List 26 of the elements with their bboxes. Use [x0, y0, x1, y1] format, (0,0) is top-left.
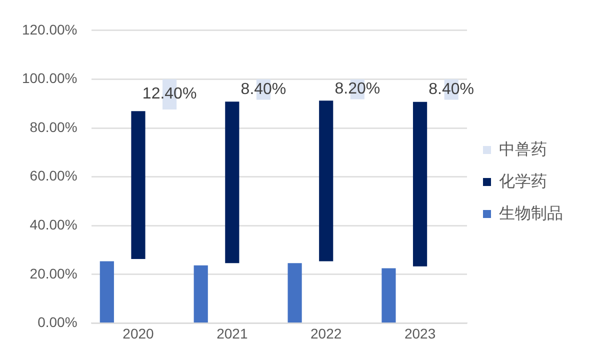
bar [412, 102, 428, 266]
y-tick-label: 20.00% [30, 265, 78, 282]
y-tick-label: 80.00% [30, 118, 78, 135]
bar [194, 265, 208, 322]
data-label: 8.40% [428, 80, 474, 98]
bar [100, 261, 114, 322]
x-tick-label: 2021 [216, 325, 248, 342]
y-tick-label: 0.00% [38, 314, 78, 330]
x-tick-label: 2022 [310, 325, 342, 342]
legend-label: 生物制品 [499, 204, 563, 222]
bar [382, 268, 396, 322]
x-tick-label: 2020 [122, 325, 154, 342]
y-tick-label: 60.00% [30, 168, 78, 184]
bar [319, 100, 334, 262]
bar [131, 111, 146, 260]
y-tick-label: 40.00% [30, 216, 78, 232]
x-tick-label: 2023 [404, 325, 436, 342]
bar [288, 263, 302, 322]
bar [225, 102, 240, 264]
data-label: 12.40% [142, 86, 197, 103]
legend-label: 化学药 [499, 172, 547, 190]
data-label: 8.20% [334, 80, 380, 98]
y-tick-label: 100.00% [22, 70, 78, 86]
legend-label: 中兽药 [499, 140, 547, 158]
y-tick-label: 120.00% [22, 21, 78, 38]
data-label: 8.40% [240, 80, 286, 98]
